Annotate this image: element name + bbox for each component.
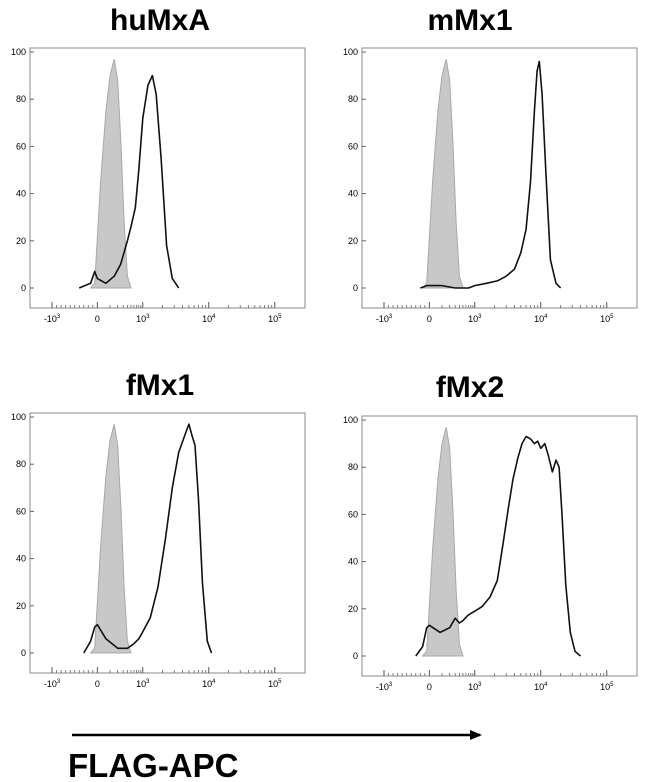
plot-frame bbox=[29, 412, 306, 674]
y-tick-label-0: 0 bbox=[21, 648, 26, 658]
x-tick-label-3: 104 bbox=[534, 314, 548, 324]
y-tick-label-60: 60 bbox=[348, 141, 358, 151]
x-tick-label-1: 0 bbox=[95, 314, 100, 324]
y-tick-label-100: 100 bbox=[343, 415, 358, 425]
plot-frame bbox=[29, 47, 306, 309]
sample-histogram bbox=[83, 423, 213, 654]
y-tick-label-40: 40 bbox=[16, 189, 26, 199]
x-tick-label-2: 103 bbox=[468, 314, 482, 324]
y-tick-label-20: 20 bbox=[16, 236, 26, 246]
x-tick-label-3: 104 bbox=[534, 682, 548, 692]
x-tick-label-0: -103 bbox=[376, 314, 393, 324]
y-tick-label-80: 80 bbox=[16, 459, 26, 469]
control-histogram bbox=[89, 58, 132, 289]
panel-huMxA: huMxA 0 20 40 60 80 100 -103 0 103 104 105 bbox=[11, 4, 306, 324]
y-tick-label-60: 60 bbox=[348, 509, 358, 519]
y-tick-label-20: 20 bbox=[16, 601, 26, 611]
panel-fMx1: fMx1 0 20 40 60 80 100 -103 0 103 104 105 bbox=[11, 369, 306, 689]
sample-histogram bbox=[420, 60, 562, 289]
x-tick-label-0: -103 bbox=[44, 679, 61, 689]
control-histogram bbox=[421, 426, 464, 657]
x-tick-label-1: 0 bbox=[95, 679, 100, 689]
y-tick-label-40: 40 bbox=[348, 189, 358, 199]
y-tick-label-0: 0 bbox=[21, 283, 26, 293]
x-tick-label-2: 103 bbox=[136, 679, 150, 689]
panel-fMx2: fMx2 0 20 40 60 80 100 -103 0 103 104 105 bbox=[343, 371, 638, 692]
y-tick-label-80: 80 bbox=[348, 94, 358, 104]
y-tick-label-80: 80 bbox=[348, 462, 358, 472]
y-tick-label-40: 40 bbox=[16, 554, 26, 564]
y-tick-label-20: 20 bbox=[348, 236, 358, 246]
y-tick-label-80: 80 bbox=[16, 94, 26, 104]
x-tick-label-4: 105 bbox=[268, 314, 282, 324]
plot-frame bbox=[361, 47, 638, 309]
y-tick-label-40: 40 bbox=[348, 557, 358, 567]
x-tick-label-1: 0 bbox=[427, 314, 432, 324]
panel-title: fMx2 bbox=[436, 371, 504, 404]
y-tick-label-100: 100 bbox=[11, 47, 26, 57]
y-tick-label-100: 100 bbox=[11, 412, 26, 422]
x-tick-label-4: 105 bbox=[600, 314, 614, 324]
x-tick-label-0: -103 bbox=[44, 314, 61, 324]
control-histogram bbox=[89, 423, 132, 654]
panel-title: mMx1 bbox=[427, 4, 512, 37]
x-axis-label: FLAG-APC bbox=[68, 747, 238, 782]
x-tick-label-3: 104 bbox=[202, 314, 216, 324]
x-tick-label-3: 104 bbox=[202, 679, 216, 689]
sample-histogram bbox=[415, 435, 582, 657]
y-tick-label-20: 20 bbox=[348, 604, 358, 614]
x-tick-label-1: 0 bbox=[427, 682, 432, 692]
x-tick-label-4: 105 bbox=[600, 682, 614, 692]
x-tick-label-2: 103 bbox=[136, 314, 150, 324]
x-tick-label-4: 105 bbox=[268, 679, 282, 689]
panel-title: fMx1 bbox=[126, 369, 194, 402]
y-tick-label-60: 60 bbox=[16, 506, 26, 516]
x-tick-label-0: -103 bbox=[376, 682, 393, 692]
plot-frame bbox=[361, 415, 638, 677]
y-tick-label-100: 100 bbox=[343, 47, 358, 57]
x-tick-label-2: 103 bbox=[468, 682, 482, 692]
y-tick-label-60: 60 bbox=[16, 141, 26, 151]
control-histogram bbox=[421, 58, 464, 289]
panel-mMx1: mMx1 0 20 40 60 80 100 -103 0 103 104 105 bbox=[343, 4, 638, 324]
sample-histogram bbox=[78, 74, 180, 289]
histogram-panels: huMxA 0 20 40 60 80 100 -103 0 103 104 105 mMx1 0 20 40… bbox=[11, 4, 638, 692]
panel-title: huMxA bbox=[110, 4, 210, 37]
y-tick-label-0: 0 bbox=[353, 283, 358, 293]
y-tick-label-0: 0 bbox=[353, 651, 358, 661]
